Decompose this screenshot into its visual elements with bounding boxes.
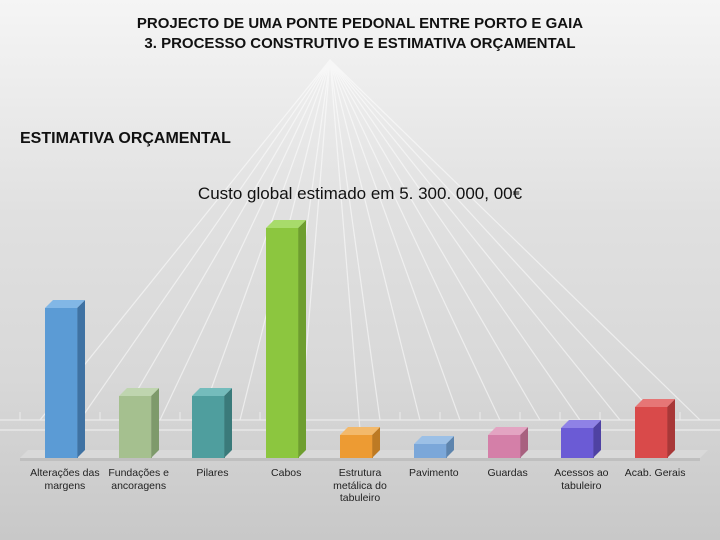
bar xyxy=(266,220,306,458)
bar xyxy=(340,427,380,458)
bar-slot xyxy=(397,228,471,458)
category-label: Pavimento xyxy=(397,467,471,505)
chart-category-labels: Alterações das margensFundações e ancora… xyxy=(28,467,692,505)
category-label: Acessos ao tabuleiro xyxy=(544,467,618,505)
chart-plot-area xyxy=(28,228,692,459)
category-label: Acab. Gerais xyxy=(618,467,692,505)
bar xyxy=(192,388,232,458)
bar xyxy=(45,300,85,458)
slide-title: PROJECTO DE UMA PONTE PEDONAL ENTRE PORT… xyxy=(0,14,720,55)
bar xyxy=(635,399,675,458)
budget-bar-chart: Alterações das margensFundações e ancora… xyxy=(28,228,692,518)
section-heading: ESTIMATIVA ORÇAMENTAL xyxy=(20,130,231,148)
bar-slot xyxy=(544,228,618,458)
category-label: Pilares xyxy=(176,467,250,505)
title-line-1: PROJECTO DE UMA PONTE PEDONAL ENTRE PORT… xyxy=(0,14,720,34)
category-label: Estrutura metálica do tabuleiro xyxy=(323,467,397,505)
bar-slot xyxy=(249,228,323,458)
bar xyxy=(488,427,528,458)
bar xyxy=(561,420,601,458)
slide: PROJECTO DE UMA PONTE PEDONAL ENTRE PORT… xyxy=(0,0,720,540)
category-label: Fundações e ancoragens xyxy=(102,467,176,505)
bar-slot xyxy=(471,228,545,458)
category-label: Cabos xyxy=(249,467,323,505)
category-label: Guardas xyxy=(471,467,545,505)
cost-subtitle: Custo global estimado em 5. 300. 000, 00… xyxy=(0,184,720,204)
bar xyxy=(119,388,159,458)
bar-slot xyxy=(28,228,102,458)
category-label: Alterações das margens xyxy=(28,467,102,505)
bar-slot xyxy=(618,228,692,458)
chart-floor xyxy=(20,458,700,461)
bar-slot xyxy=(176,228,250,458)
title-line-2: 3. PROCESSO CONSTRUTIVO E ESTIMATIVA ORÇ… xyxy=(0,34,720,54)
chart-bars xyxy=(28,228,692,458)
bar xyxy=(414,436,454,458)
bar-slot xyxy=(323,228,397,458)
bar-slot xyxy=(102,228,176,458)
